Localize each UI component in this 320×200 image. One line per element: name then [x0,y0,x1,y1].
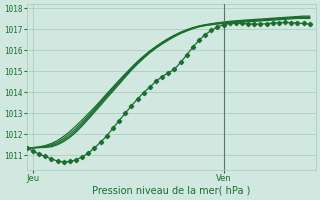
X-axis label: Pression niveau de la mer( hPa ): Pression niveau de la mer( hPa ) [92,186,251,196]
